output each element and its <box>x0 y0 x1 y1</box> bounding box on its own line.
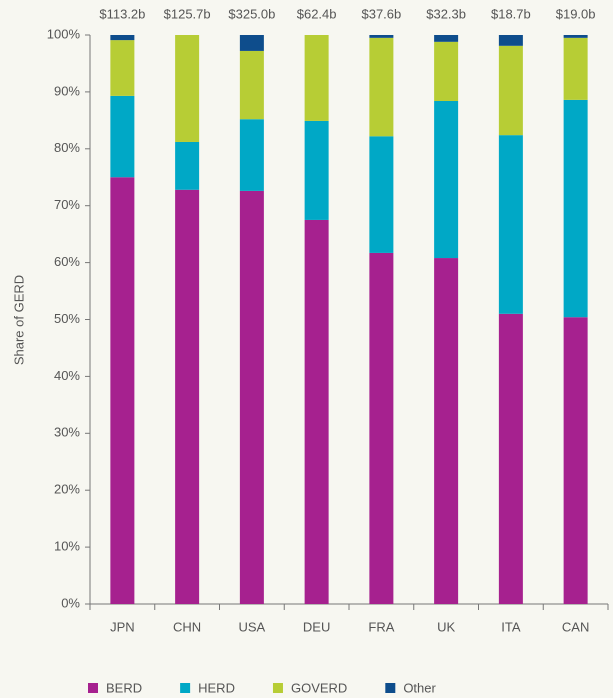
bar-segment <box>434 35 459 42</box>
bar-segment <box>110 35 135 41</box>
legend-swatch <box>88 683 98 693</box>
bar-segment <box>175 141 200 190</box>
bar-segment <box>304 219 329 605</box>
bar-segment <box>498 45 523 136</box>
bar-segment <box>434 41 459 102</box>
bar-segment <box>369 37 394 137</box>
bar-segment <box>369 252 394 604</box>
y-tick-label: 90% <box>54 83 80 98</box>
bar-segment <box>369 136 394 253</box>
x-tick-label: ITA <box>501 619 521 634</box>
bar-segment <box>239 119 264 191</box>
y-tick-label: 60% <box>54 254 80 269</box>
bar-total-label: $18.7b <box>491 6 531 21</box>
y-tick-label: 30% <box>54 425 80 440</box>
bar-segment <box>434 101 459 259</box>
bar-segment <box>434 258 459 604</box>
bar-segment <box>498 35 523 46</box>
y-axis-label: Share of GERD <box>11 275 26 365</box>
bar-segment <box>175 35 200 142</box>
legend-label: Other <box>403 680 436 695</box>
x-tick-label: USA <box>239 619 266 634</box>
bar-segment <box>239 35 264 51</box>
y-tick-label: 100% <box>47 26 81 41</box>
y-tick-label: 50% <box>54 311 80 326</box>
bar-segment <box>110 177 135 604</box>
bar-segment <box>304 120 329 220</box>
bar-segment <box>175 189 200 604</box>
bar-segment <box>110 95 135 178</box>
x-tick-label: CHN <box>173 619 201 634</box>
x-tick-label: DEU <box>303 619 330 634</box>
bar-total-label: $32.3b <box>426 6 466 21</box>
bar-segment <box>563 317 588 604</box>
bar-total-label: $113.2b <box>99 6 145 21</box>
y-tick-label: 80% <box>54 140 80 155</box>
bar-segment <box>304 35 329 121</box>
x-tick-label: UK <box>437 619 455 634</box>
legend-label: BERD <box>106 680 142 695</box>
y-tick-label: 10% <box>54 539 80 554</box>
bar-segment <box>498 135 523 314</box>
bar-total-label: $125.7b <box>164 6 211 21</box>
legend-swatch <box>272 683 283 693</box>
legend-swatch <box>385 683 396 693</box>
y-tick-label: 20% <box>54 482 80 497</box>
bar-segment <box>239 190 264 604</box>
x-tick-label: FRA <box>368 619 394 634</box>
legend-label: HERD <box>198 680 235 695</box>
bar-total-label: $37.6b <box>361 6 401 21</box>
bar-segment <box>498 313 523 604</box>
bar-total-label: $19.0b <box>556 6 596 21</box>
legend-label: GOVERD <box>291 680 347 695</box>
bar-segment <box>239 50 264 120</box>
bar-segment <box>563 37 588 100</box>
y-tick-label: 40% <box>54 368 80 383</box>
legend-swatch <box>180 683 191 693</box>
bar-total-label: $62.4b <box>297 6 337 21</box>
bar-segment <box>110 40 135 96</box>
bar-segment <box>563 35 588 38</box>
bar-segment <box>563 99 588 318</box>
x-tick-label: JPN <box>110 619 135 634</box>
x-tick-label: CAN <box>562 619 589 634</box>
bar-total-label: $325.0b <box>228 6 275 21</box>
y-tick-label: 0% <box>61 595 80 610</box>
bar-segment <box>369 35 394 38</box>
y-tick-label: 70% <box>54 197 80 212</box>
